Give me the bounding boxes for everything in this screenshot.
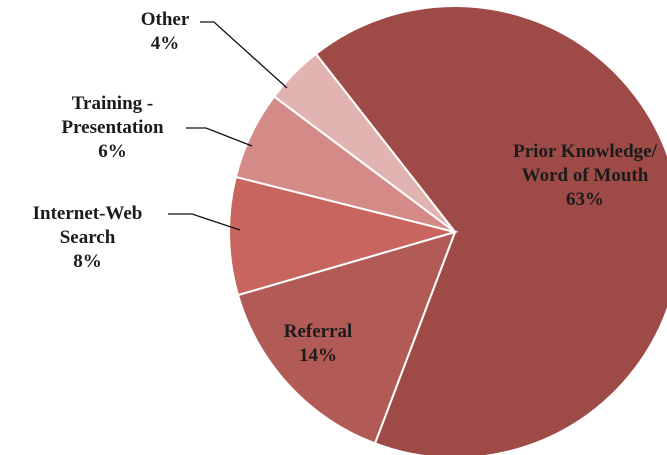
- slice-label: Referral 14%: [258, 320, 378, 368]
- slice-label: Other 4%: [120, 8, 210, 56]
- pie-slice: [236, 230, 457, 445]
- pie-slice: [272, 52, 456, 233]
- pie-slice: [314, 5, 667, 455]
- slice-name: Prior Knowledge/ Word of Mouth: [513, 141, 657, 186]
- slice-label: Prior Knowledge/ Word of Mouth 63%: [510, 140, 660, 212]
- slice-name: Other: [140, 9, 190, 30]
- slice-value: 6%: [98, 141, 127, 162]
- slice-value: 4%: [150, 33, 180, 54]
- slice-value: 8%: [73, 251, 102, 272]
- pie-slice: [228, 175, 459, 297]
- slice-label: Training - Presentation 6%: [40, 92, 185, 164]
- slice-name: Referral: [283, 321, 353, 342]
- leader-line: [168, 213, 241, 231]
- leader-line: [186, 127, 253, 147]
- slice-name: Training - Presentation: [61, 93, 164, 138]
- slice-name: Internet-Web Search: [32, 203, 143, 248]
- slice-value: 63%: [566, 189, 604, 210]
- slice-label: Internet-Web Search 8%: [10, 202, 165, 274]
- slice-value: 14%: [299, 345, 337, 366]
- leader-line: [200, 21, 288, 89]
